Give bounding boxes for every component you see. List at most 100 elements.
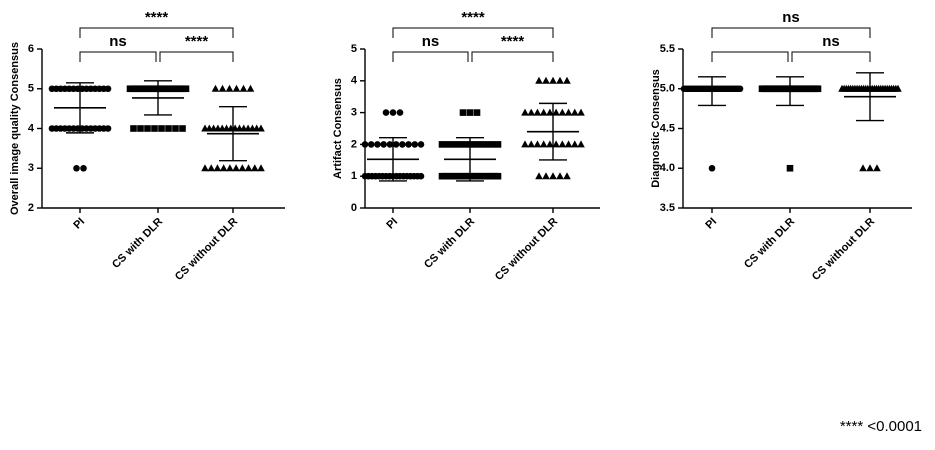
data-point (389, 109, 397, 116)
data-point (487, 172, 495, 180)
data-point (211, 84, 220, 92)
data-point (463, 141, 471, 148)
significance-label: **** (145, 9, 169, 26)
data-point (859, 164, 867, 172)
significance-bracket (392, 51, 469, 62)
data-point (564, 108, 573, 116)
data-point (708, 164, 716, 172)
data-point (438, 141, 446, 148)
data-point (570, 140, 579, 148)
data-point (552, 140, 560, 148)
y-tick-label: 5 (28, 83, 34, 95)
data-point (542, 76, 550, 84)
data-point (130, 125, 137, 132)
x-tick-label: PI (703, 216, 719, 232)
y-tick-label: 0 (351, 202, 357, 214)
data-point (491, 172, 498, 180)
data-point (535, 172, 543, 180)
data-point (470, 172, 477, 180)
data-point (213, 164, 222, 172)
x-tick-label: PI (384, 216, 400, 232)
data-point (179, 125, 186, 132)
x-tick-label: CS without DLR (173, 216, 240, 283)
data-point (219, 164, 228, 172)
data-point (444, 141, 452, 148)
data-point (533, 140, 542, 148)
y-tick-label: 4.5 (660, 122, 675, 134)
y-tick-label: 6 (28, 43, 34, 55)
y-axis-label: Diagnostic Consensus (650, 69, 662, 188)
data-point (539, 140, 548, 148)
data-point (535, 76, 543, 84)
y-tick-label: 5 (351, 43, 357, 55)
x-tick-label: CS with DLR (742, 216, 797, 271)
significance-bracket (471, 51, 554, 62)
data-point (542, 172, 550, 180)
data-point (577, 108, 585, 116)
data-point (451, 141, 458, 148)
y-tick-label: 4 (351, 75, 358, 87)
data-point (232, 164, 240, 172)
data-point (257, 164, 265, 172)
data-point (459, 172, 467, 180)
y-tick-label: 2 (351, 138, 357, 150)
y-tick-label: 2 (28, 202, 34, 214)
y-axis-label: Overall image quality Consensus (9, 42, 21, 215)
data-point (452, 172, 460, 180)
data-point (457, 141, 464, 148)
data-point (386, 141, 394, 148)
significance-bracket (791, 51, 871, 62)
y-tick-label: 3 (351, 107, 357, 119)
data-point (473, 172, 481, 180)
data-point (417, 172, 425, 180)
data-point (172, 125, 179, 132)
data-point (442, 172, 449, 180)
data-point (411, 141, 419, 148)
y-tick-label: 1 (351, 170, 357, 182)
data-point (894, 84, 902, 92)
data-point (482, 141, 489, 148)
data-point (556, 76, 564, 84)
significance-label: ns (822, 33, 840, 50)
y-tick-label: 4.0 (660, 162, 675, 174)
data-point (521, 108, 529, 116)
data-point (558, 108, 567, 116)
data-point (521, 140, 529, 148)
data-point (257, 124, 265, 132)
data-point (549, 172, 557, 180)
data-point (144, 125, 151, 132)
data-point (232, 84, 241, 92)
data-point (466, 109, 474, 116)
data-point (546, 140, 554, 148)
data-point (250, 164, 259, 172)
data-point (459, 109, 467, 116)
data-point (225, 84, 234, 92)
data-point (563, 172, 571, 180)
footnote: **** <0.0001 (840, 418, 922, 435)
data-point (417, 141, 425, 148)
data-point (104, 85, 112, 93)
data-point (484, 172, 491, 180)
data-point (494, 172, 502, 180)
data-point (244, 164, 253, 172)
data-point (476, 141, 483, 148)
data-point (182, 85, 190, 93)
data-point (137, 125, 144, 132)
data-point (239, 84, 248, 92)
data-point (165, 125, 172, 132)
data-point (866, 164, 874, 172)
data-point (527, 140, 536, 148)
y-tick-label: 3 (28, 162, 34, 174)
data-point (786, 164, 794, 172)
chart-panel: 0 1 2 3 4 5 Artifact Consensus PI CS with DLR CS … (332, 9, 600, 283)
data-point (552, 108, 560, 116)
data-point (399, 141, 406, 148)
data-point (736, 85, 744, 93)
y-axis-label: Artifact Consensus (332, 78, 344, 179)
x-tick-label: PI (71, 216, 87, 232)
data-point (463, 172, 470, 180)
data-point (456, 172, 463, 180)
y-tick-label: 4 (28, 122, 35, 134)
data-point (449, 172, 456, 180)
data-point (151, 125, 158, 132)
